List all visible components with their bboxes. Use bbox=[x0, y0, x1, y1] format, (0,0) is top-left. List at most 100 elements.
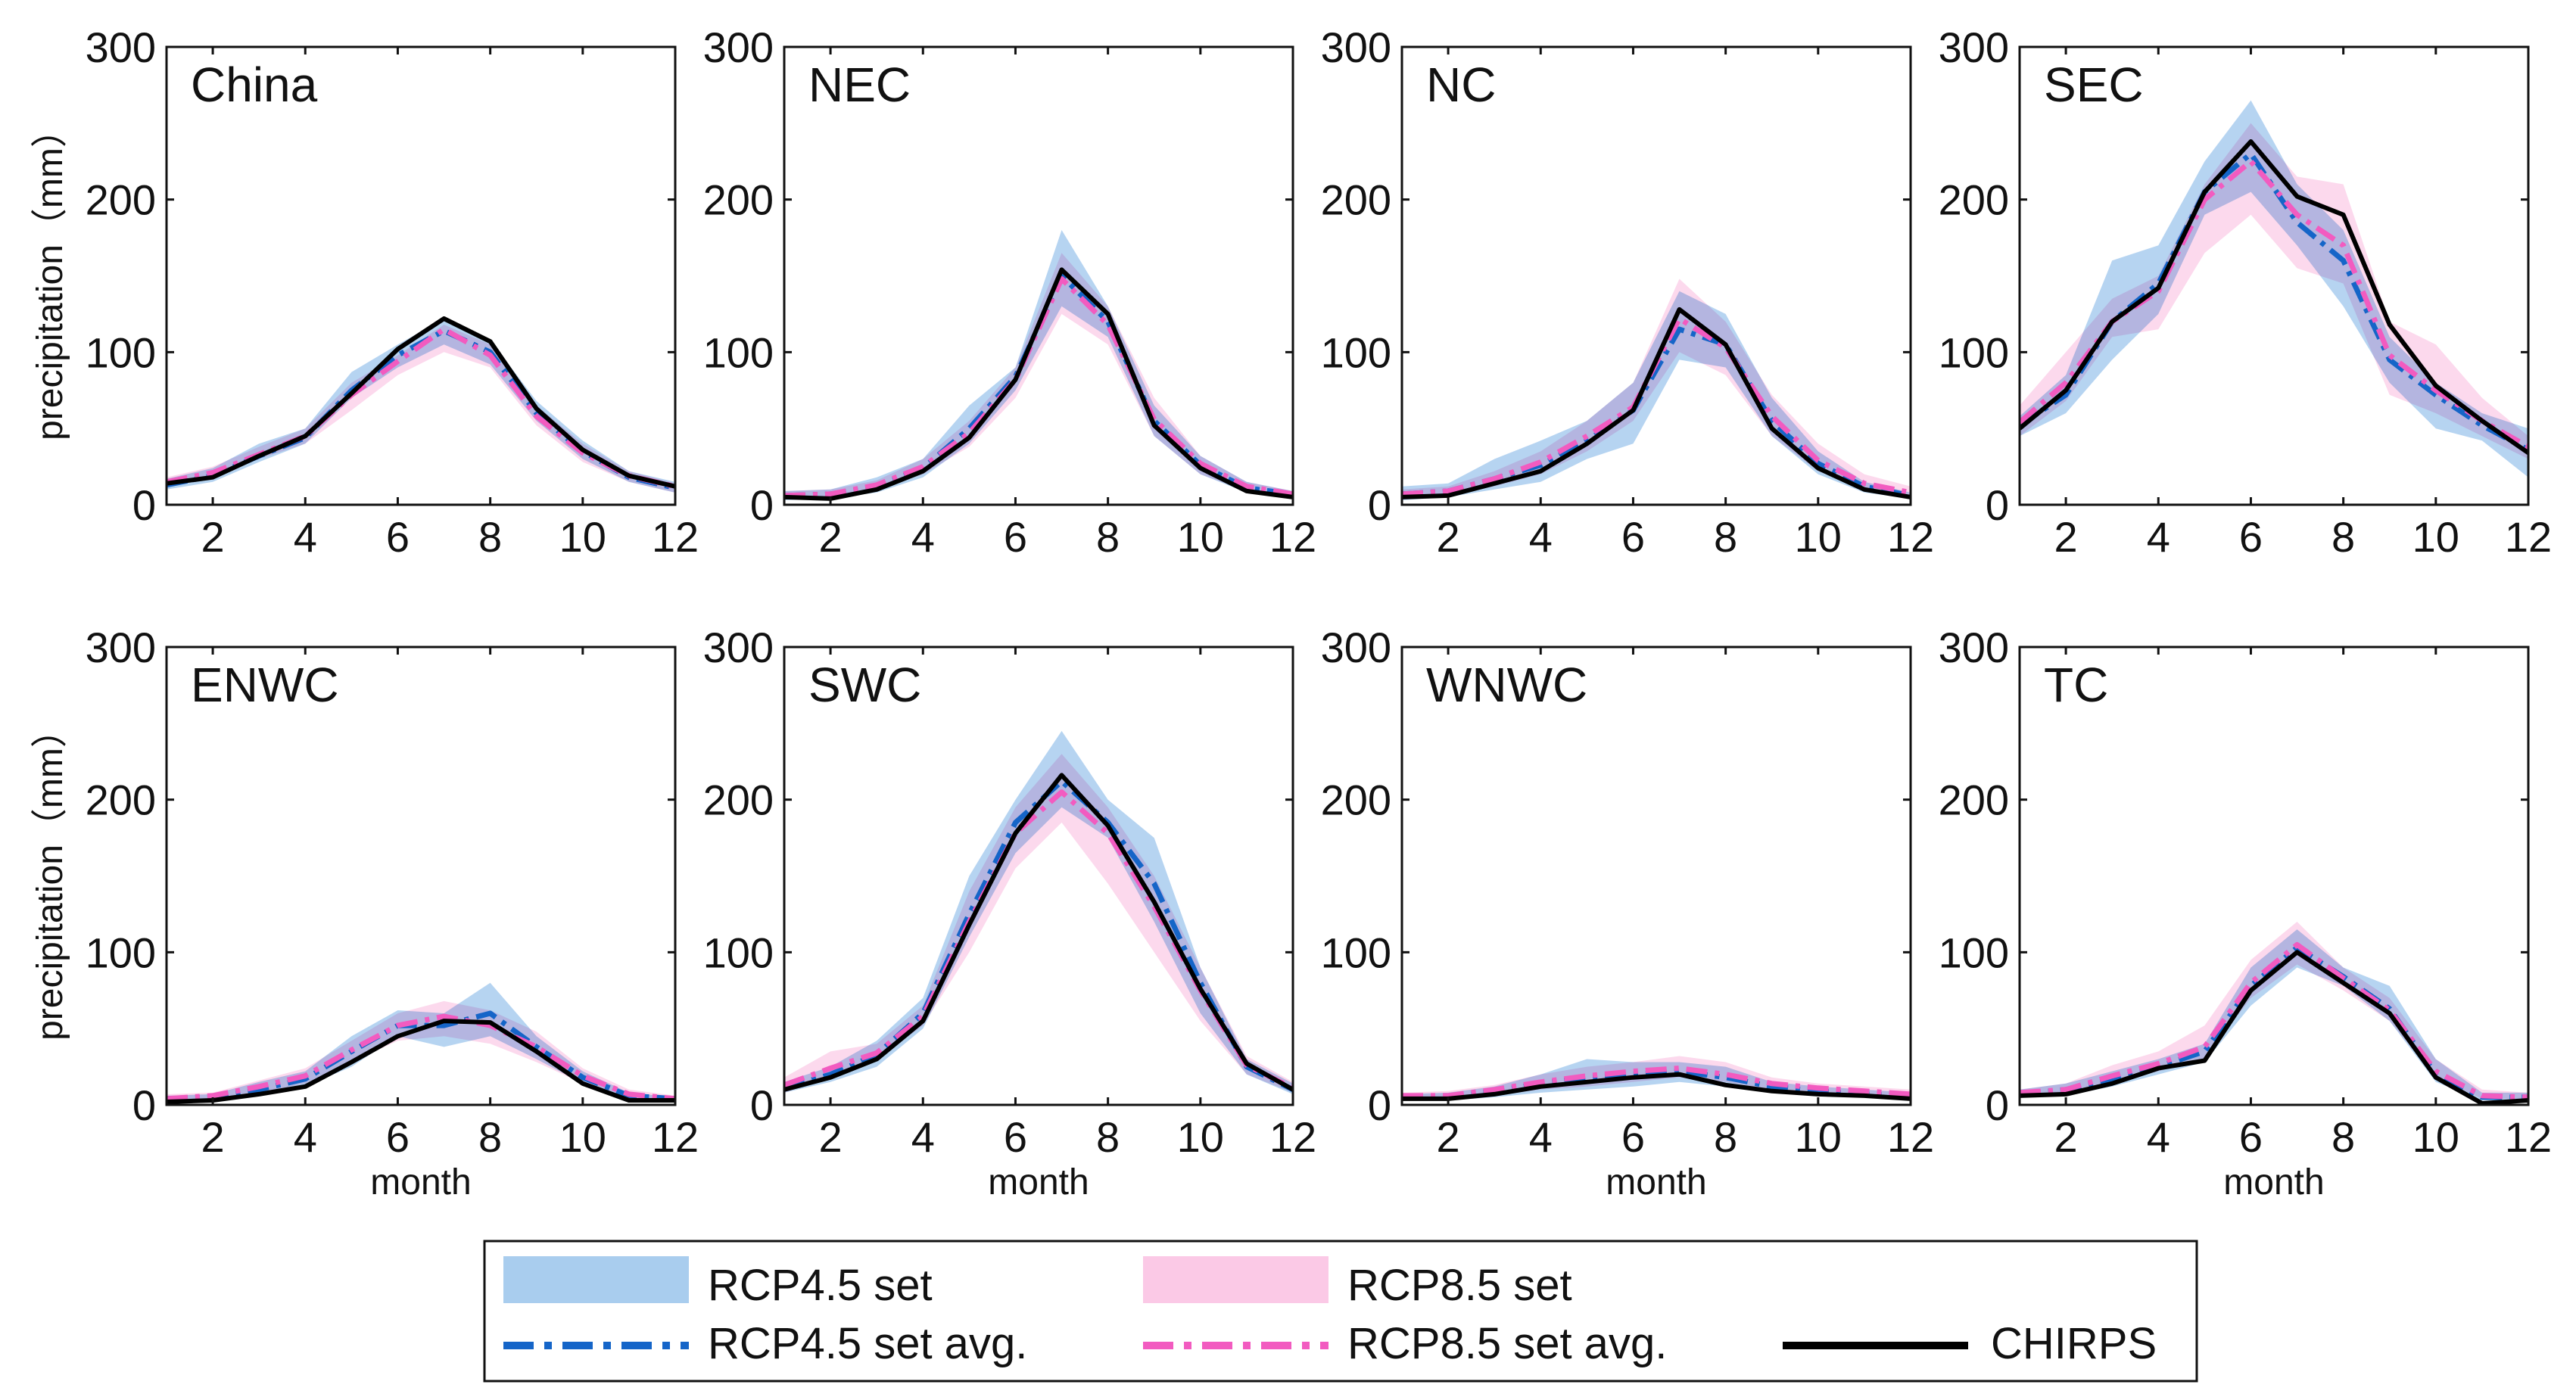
x-tick-label: 10 bbox=[2412, 513, 2459, 561]
y-tick-label: 0 bbox=[1986, 481, 2009, 529]
x-tick-label: 2 bbox=[201, 1113, 225, 1161]
line-rcp85-avg bbox=[784, 276, 1293, 499]
x-axis-label: month bbox=[988, 1162, 1089, 1202]
x-tick-label: 12 bbox=[1887, 1113, 1934, 1161]
band-rcp85 bbox=[167, 1000, 675, 1102]
line-chirps bbox=[784, 773, 1293, 1092]
y-tick-label: 100 bbox=[86, 328, 156, 376]
panel-title: China bbox=[191, 58, 318, 112]
x-tick-label: 6 bbox=[2239, 513, 2263, 561]
y-axis-label: precipitation（mm） bbox=[30, 111, 70, 440]
axes-box bbox=[1400, 646, 1912, 1106]
y-tick-label: 100 bbox=[703, 929, 774, 976]
x-tick-label: 4 bbox=[911, 513, 935, 561]
y-tick-label: 300 bbox=[86, 23, 156, 71]
legend-rcp4-5-set-swatch bbox=[503, 1256, 689, 1303]
x-tick-label: 4 bbox=[2147, 1113, 2170, 1161]
x-tick-label: 10 bbox=[559, 513, 606, 561]
x-tick-label: 8 bbox=[1096, 1113, 1120, 1161]
legend-rcp4-5-set-avg-label: RCP4.5 set avg. bbox=[708, 1319, 1027, 1368]
x-tick-label: 6 bbox=[1621, 513, 1645, 561]
y-tick-label: 200 bbox=[703, 776, 774, 824]
x-tick-label: 10 bbox=[559, 1113, 606, 1161]
y-tick-label: 300 bbox=[703, 23, 774, 71]
legend-chirps-label: CHIRPS bbox=[1991, 1319, 2157, 1368]
x-axis-label: month bbox=[2223, 1162, 2324, 1202]
x-tick-label: 2 bbox=[1437, 513, 1460, 561]
y-tick-label: 200 bbox=[703, 176, 774, 224]
panel-title: WNWC bbox=[1426, 658, 1587, 712]
x-tick-label: 8 bbox=[1096, 513, 1120, 561]
line-chirps bbox=[167, 316, 675, 489]
panel-nec: 2 4 6 8 10 12 0 100 200 300 NEC bbox=[703, 23, 1317, 561]
band-rcp45 bbox=[784, 230, 1293, 500]
y-tick-label: 100 bbox=[86, 929, 156, 976]
panel-sec: 2 4 6 8 10 12 0 100 200 300 SEC bbox=[1939, 23, 2553, 561]
x-tick-label: 6 bbox=[1004, 1113, 1027, 1161]
y-tick-label: 200 bbox=[86, 176, 156, 224]
legend-box bbox=[483, 1240, 2198, 1383]
legend-rcp4-5-set-label: RCP4.5 set bbox=[708, 1261, 933, 1310]
x-tick-label: 10 bbox=[2412, 1113, 2459, 1161]
x-tick-label: 8 bbox=[1714, 513, 1737, 561]
x-axis-label: month bbox=[1606, 1162, 1706, 1202]
panel-tc: 2 4 6 8 10 12 0 100 200 300 TC month bbox=[1939, 624, 2553, 1202]
line-rcp85-avg bbox=[167, 1013, 675, 1102]
x-tick-label: 10 bbox=[1795, 1113, 1842, 1161]
axes-box bbox=[2018, 646, 2530, 1106]
panels-group: 2 4 6 8 10 120100200300Chinaprecipitation（mm）… bbox=[30, 23, 2552, 1202]
y-tick-label: 0 bbox=[1986, 1081, 2009, 1129]
plot-area bbox=[167, 316, 675, 493]
line-rcp85-avg bbox=[1402, 1066, 1911, 1099]
x-tick-label: 6 bbox=[1621, 1113, 1645, 1161]
x-tick-label: 12 bbox=[1269, 1113, 1316, 1161]
x-axis-label: month bbox=[370, 1162, 471, 1202]
y-tick-label: 300 bbox=[1939, 624, 2009, 671]
y-tick-label: 200 bbox=[1321, 776, 1391, 824]
band-rcp85 bbox=[1402, 278, 1911, 499]
line-chirps bbox=[2020, 950, 2528, 1105]
x-tick-label: 2 bbox=[1437, 1113, 1460, 1161]
y-tick-label: 0 bbox=[750, 481, 774, 529]
x-tick-label: 12 bbox=[652, 1113, 699, 1161]
x-tick-label: 4 bbox=[1529, 513, 1553, 561]
y-tick-label: 100 bbox=[1939, 328, 2009, 376]
x-tick-label: 4 bbox=[1529, 1113, 1553, 1161]
y-tick-label: 200 bbox=[86, 776, 156, 824]
x-tick-label: 4 bbox=[294, 1113, 317, 1161]
panel-enwc: 2 4 6 8 10 12 0 100 200 300 ENWC precipitation（mm） m… bbox=[30, 624, 699, 1202]
panel-wnwc: 2 4 6 8 10 12 0 100 200 300 WNWC month bbox=[1321, 624, 1935, 1202]
y-tick-label: 0 bbox=[1368, 481, 1391, 529]
plot-area bbox=[1402, 278, 1911, 500]
axes-box bbox=[165, 646, 677, 1106]
panel-china: 2 4 6 8 10 12 0 100 200 300 China precipitation（mm） bbox=[30, 23, 699, 561]
x-tick-label: 4 bbox=[2147, 513, 2170, 561]
x-tick-label: 10 bbox=[1177, 1113, 1224, 1161]
line-chirps bbox=[167, 1019, 675, 1104]
x-tick-label: 8 bbox=[2331, 513, 2355, 561]
y-tick-label: 100 bbox=[1321, 328, 1391, 376]
legend-rcp8-5-set-avg-label: RCP8.5 set avg. bbox=[1347, 1319, 1667, 1368]
y-tick-label: 100 bbox=[1321, 929, 1391, 976]
plot-area bbox=[167, 982, 675, 1104]
plot-area bbox=[1402, 1056, 1911, 1101]
y-tick-label: 200 bbox=[1321, 176, 1391, 224]
x-tick-label: 12 bbox=[2505, 513, 2552, 561]
x-tick-label: 6 bbox=[1004, 513, 1027, 561]
panel-swc: 2 4 6 8 10 12 0 100 200 300 SWC month bbox=[703, 624, 1317, 1202]
line-chirps bbox=[1402, 306, 1911, 499]
legend: RCP4.5 set RCP8.5 set RCP4.5 set avg. RCP8.… bbox=[483, 1240, 2198, 1383]
y-tick-label: 300 bbox=[1939, 23, 2009, 71]
band-rcp85 bbox=[784, 253, 1293, 499]
x-tick-label: 12 bbox=[1269, 513, 1316, 561]
x-tick-label: 10 bbox=[1177, 513, 1224, 561]
y-tick-label: 300 bbox=[86, 624, 156, 671]
plot-area bbox=[2020, 100, 2528, 478]
y-axis-label: precipitation（mm） bbox=[30, 711, 70, 1041]
y-tick-label: 300 bbox=[1321, 23, 1391, 71]
y-tick-label: 100 bbox=[703, 328, 774, 376]
x-tick-label: 4 bbox=[911, 1113, 935, 1161]
line-chirps bbox=[784, 267, 1293, 501]
band-rcp45 bbox=[1402, 291, 1911, 500]
x-tick-label: 6 bbox=[386, 513, 410, 561]
